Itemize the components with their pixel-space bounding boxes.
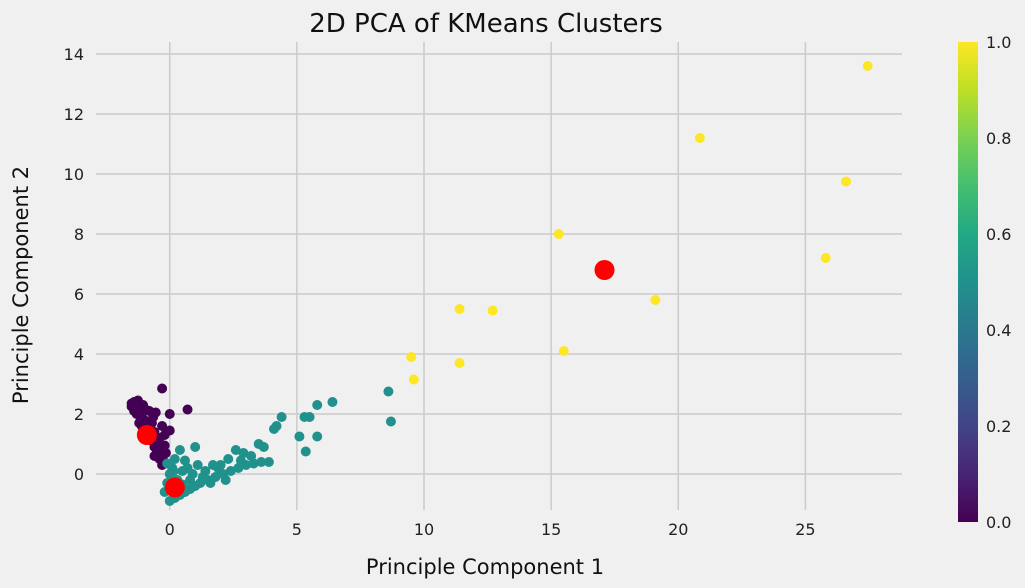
data-point — [454, 304, 465, 314]
grid-lines — [96, 42, 902, 510]
data-point — [385, 416, 396, 427]
x-tick-label: 20 — [668, 520, 688, 539]
data-point — [246, 451, 257, 461]
data-point — [233, 463, 244, 473]
data-point — [487, 305, 498, 316]
data-point — [276, 412, 287, 422]
data-point — [238, 448, 249, 458]
data-point — [205, 478, 216, 488]
colorbar-tick-labels: 0.0 0.2 0.4 0.6 0.8 1.0 — [986, 33, 1011, 532]
data-point — [841, 176, 852, 187]
data-point — [408, 374, 419, 385]
data-point — [300, 446, 311, 457]
data-point — [248, 458, 259, 469]
centroid-marker — [136, 425, 157, 445]
data-point — [162, 458, 173, 469]
data-point — [148, 412, 159, 422]
data-point — [454, 358, 465, 368]
data-point — [190, 442, 201, 452]
data-point — [223, 454, 234, 464]
data-point — [312, 400, 323, 410]
data-point — [304, 412, 315, 422]
x-axis-label: Principle Component 1 — [366, 555, 604, 579]
data-point — [263, 457, 274, 467]
centroid-markers — [136, 260, 615, 498]
data-point — [164, 409, 175, 419]
data-point — [213, 463, 224, 473]
data-point — [182, 404, 193, 415]
y-tick-label: 0 — [74, 465, 84, 484]
data-point — [650, 295, 661, 305]
data-point — [406, 352, 417, 362]
y-tick-label: 10 — [64, 165, 84, 184]
data-point — [159, 430, 170, 440]
y-tick-label: 14 — [64, 45, 84, 64]
x-tick-labels: 0 5 10 15 20 25 — [165, 520, 816, 539]
data-point — [160, 448, 171, 458]
colorbar-tick-label: 0.4 — [986, 321, 1011, 340]
y-tick-labels: 0 2 4 6 8 10 12 14 — [64, 45, 84, 484]
data-point — [220, 475, 231, 485]
y-tick-label: 12 — [64, 105, 84, 124]
data-point — [138, 400, 149, 410]
data-point — [258, 442, 269, 452]
y-tick-label: 2 — [74, 405, 84, 424]
data-point — [153, 440, 164, 451]
centroid-marker — [164, 477, 185, 498]
y-tick-label: 6 — [74, 285, 84, 304]
data-point — [126, 401, 137, 412]
data-point — [235, 455, 246, 466]
data-point — [185, 475, 196, 485]
colorbar — [958, 42, 978, 522]
data-point — [820, 253, 831, 263]
colorbar-tick-label: 0.2 — [986, 417, 1011, 436]
data-point — [174, 445, 185, 455]
data-point — [694, 133, 705, 143]
data-point — [383, 386, 394, 397]
data-point — [168, 466, 179, 476]
colorbar-tick-label: 0.0 — [986, 513, 1011, 532]
data-point — [558, 346, 569, 356]
data-point — [157, 421, 168, 431]
data-point — [197, 472, 208, 482]
x-tick-label: 15 — [541, 520, 561, 539]
chart-title: 2D PCA of KMeans Clusters — [309, 9, 663, 39]
data-point — [179, 455, 190, 466]
y-tick-label: 4 — [74, 345, 84, 364]
data-point — [230, 445, 241, 455]
data-point — [553, 229, 564, 239]
centroid-marker — [594, 260, 615, 280]
colorbar-tick-label: 0.8 — [986, 129, 1011, 148]
data-point — [862, 61, 873, 71]
colorbar-tick-label: 1.0 — [986, 33, 1011, 52]
data-point — [134, 418, 145, 428]
y-axis-label: Principle Component 2 — [9, 166, 33, 404]
data-point — [327, 397, 338, 407]
y-tick-label: 8 — [74, 225, 84, 244]
data-point — [271, 421, 282, 431]
data-point — [294, 431, 305, 442]
data-point — [169, 454, 180, 464]
x-tick-label: 0 — [165, 520, 175, 539]
data-point — [312, 431, 323, 442]
data-point — [225, 466, 236, 476]
plot-area — [96, 42, 902, 510]
x-tick-label: 10 — [414, 520, 434, 539]
x-tick-label: 25 — [795, 520, 815, 539]
data-point — [192, 460, 203, 470]
data-point — [157, 383, 168, 394]
data-point — [256, 457, 267, 467]
x-tick-label: 5 — [292, 520, 302, 539]
colorbar-tick-label: 0.6 — [986, 225, 1011, 244]
data-point — [149, 451, 160, 461]
